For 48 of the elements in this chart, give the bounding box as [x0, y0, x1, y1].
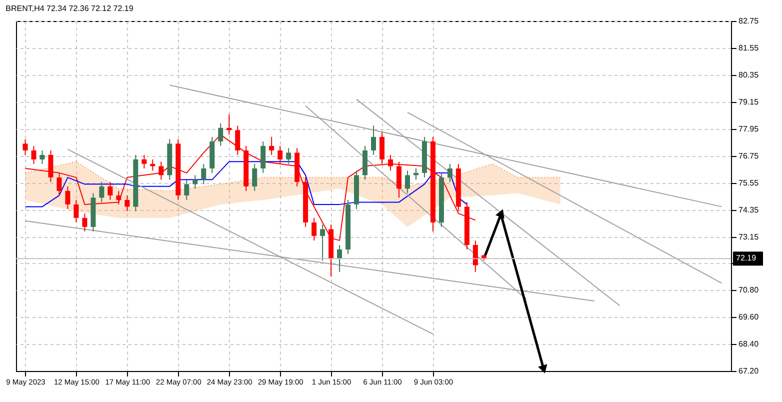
candlestick	[388, 154, 393, 172]
candlestick	[312, 217, 317, 241]
candlestick	[108, 181, 113, 200]
candlestick	[447, 163, 452, 182]
y-tick-label: 69.60	[738, 312, 760, 322]
y-tick-label: 79.15	[738, 98, 760, 107]
line-series	[24, 161, 561, 192]
chart-title: BRENT,H4 72.34 72.36 72.12 72.19	[6, 4, 134, 13]
candlestick	[472, 240, 478, 272]
y-tick-label: 70.80	[738, 285, 760, 294]
ref-line-label: 72.19	[736, 254, 757, 263]
candlestick	[22, 138, 28, 156]
candlestick	[252, 163, 258, 192]
candlestick	[286, 148, 292, 164]
candlestick	[48, 150, 54, 182]
y-tick-label: 68.40	[738, 339, 760, 348]
y-tick-label: 74.35	[738, 206, 760, 215]
y-tick-label: 81.55	[738, 44, 760, 53]
candlestick	[40, 150, 45, 164]
candlestick	[396, 161, 402, 198]
candlestick	[192, 174, 198, 190]
y-tick-label: 76.75	[738, 152, 760, 161]
candlestick	[31, 145, 36, 164]
y-tick-label: 75.55	[738, 178, 760, 188]
y-tick-label: 77.95	[738, 124, 760, 134]
candlestick	[142, 154, 147, 169]
candlestick	[184, 179, 190, 200]
candlestick	[124, 194, 130, 212]
candlestick	[82, 212, 88, 232]
candlestick	[404, 170, 410, 194]
candlestick	[260, 140, 266, 174]
candlestick	[337, 244, 342, 272]
candlestick	[158, 161, 164, 180]
candlestick	[218, 122, 224, 146]
y-tick-label: 73.15	[738, 232, 760, 242]
candlestick	[116, 190, 122, 205]
candlestick	[201, 163, 206, 185]
candlestick	[99, 181, 104, 203]
candlestick	[278, 145, 283, 164]
y-tick-label: 82.75	[738, 16, 760, 26]
candlestick	[371, 125, 376, 156]
candlestick	[320, 224, 326, 262]
y-tick-label: 67.20	[738, 366, 760, 376]
candlestick	[269, 136, 274, 156]
y-tick-label: 80.35	[738, 70, 760, 80]
candlestick	[65, 186, 70, 210]
candlestick	[56, 172, 62, 196]
candlestick	[74, 199, 79, 223]
